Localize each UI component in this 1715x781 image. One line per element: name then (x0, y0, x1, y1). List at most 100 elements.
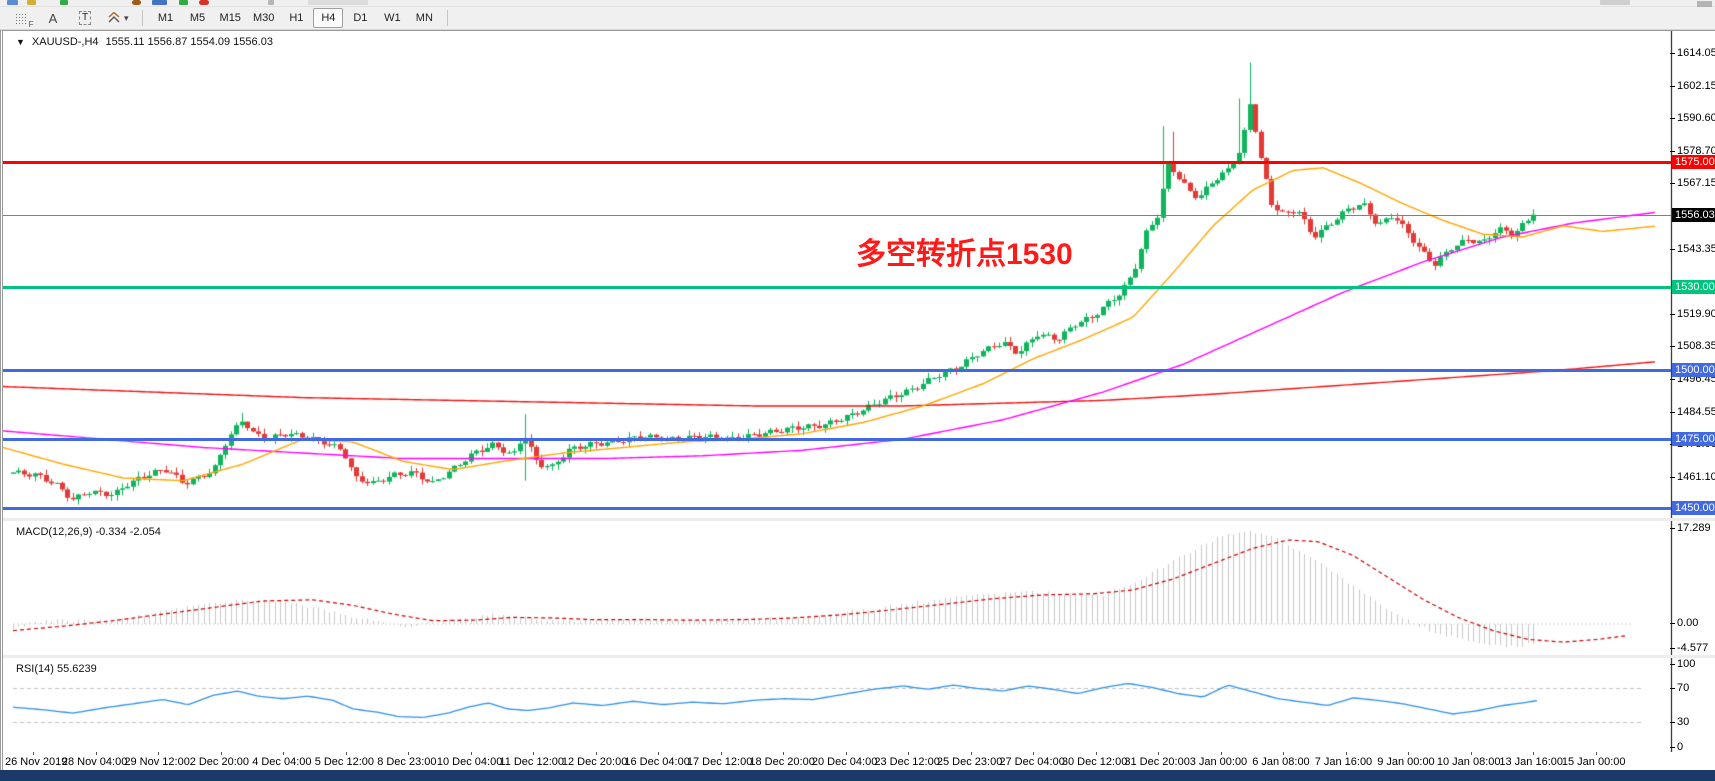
time-axis-tick (658, 752, 659, 755)
toolbar-separator (141, 10, 143, 26)
collapse-triangle-icon[interactable]: ▼ (16, 37, 25, 47)
time-axis-tick (1095, 752, 1097, 755)
time-axis-tick (33, 752, 34, 755)
macd-label: MACD(12,26,9) -0.334 -2.054 (16, 526, 161, 538)
time-axis-tick (595, 752, 597, 755)
chart-annotation-text: 多空转折点1530 (856, 238, 1073, 271)
time-axis-label: 30 Dec 12:00 (1061, 756, 1128, 768)
time-axis-tick (1220, 752, 1222, 755)
price-chart-canvas[interactable] (3, 31, 1715, 518)
time-axis-label: 7 Jan 16:00 (1314, 756, 1373, 768)
time-axis-label: 11 Dec 12:00 (499, 756, 565, 768)
chevron-down-icon: ▾ (124, 12, 129, 23)
price-axis-tick: 1590.60 (1670, 112, 1715, 124)
time-axis-tick (908, 752, 909, 755)
time-axis-tick (158, 752, 159, 755)
toolbar-icon-fragment (132, 0, 141, 5)
time-axis-label: 29 Nov 12:00 (124, 756, 190, 768)
toolbar-icon-fragment (268, 0, 274, 5)
toolbar-icon-fragment (27, 0, 36, 5)
timeframe-h4-button[interactable]: H4 (313, 8, 344, 28)
price-axis-tick: 1578.70 (1670, 145, 1715, 157)
toolbar-icon-fragment (308, 0, 368, 5)
timeframe-m15-button[interactable]: M15 (219, 12, 241, 24)
timeframe-m30-button[interactable]: M30 (252, 12, 275, 24)
time-axis-tick (1533, 752, 1534, 755)
time-axis-label: 10 Jan 08:00 (1436, 756, 1501, 768)
time-axis-label: 15 Jan 00:00 (1561, 756, 1626, 768)
toolbar-separator (447, 10, 449, 26)
time-axis: 26 Nov 2019 28 Nov 04:00 29 Nov 12:00 2 Dec… (3, 752, 1715, 771)
time-axis-label: 18 Dec 20:00 (749, 756, 815, 768)
time-axis-label: 10 Dec 04:00 (436, 756, 503, 768)
current-price-line (3, 214, 1671, 216)
current-price-badge: 1556.03 (1672, 207, 1715, 222)
price-axis-tick: 1461.10 (1670, 471, 1715, 483)
timeframe-d1-button[interactable]: D1 (353, 12, 368, 24)
time-axis-tick (408, 752, 409, 755)
time-axis-tick (95, 752, 97, 755)
time-axis-tick (1408, 752, 1409, 755)
rsi-canvas[interactable] (3, 658, 1715, 752)
macd-axis-tick: 0.00 (1670, 617, 1698, 629)
grid-cursor-icon: F (14, 12, 34, 29)
time-axis-label: 13 Jan 16:00 (1499, 756, 1564, 768)
price-axis-tick: 1602.15 (1670, 80, 1715, 92)
text-box-icon: T (78, 11, 92, 25)
time-axis-label: 20 Dec 04:00 (811, 756, 878, 768)
price-axis-tick: 1519.90 (1670, 308, 1715, 320)
timeframe-m1-button[interactable]: M1 (157, 12, 174, 24)
text-label-button[interactable]: A (38, 8, 68, 28)
time-axis-label: 4 Dec 04:00 (252, 756, 312, 768)
rsi-panel: RSI(14) 55.6239 100 70 30 0 (3, 658, 1715, 753)
objects-arrows-icon (108, 12, 120, 23)
price-axis-tick: 1614.05 (1670, 47, 1715, 59)
timeframe-mn-button[interactable]: MN (415, 12, 433, 24)
horizontal-level-line[interactable] (3, 285, 1671, 289)
text-label-icon: A (48, 10, 58, 26)
chart-symbol-period: XAUUSD-,H4 (31, 36, 99, 48)
price-axis-tick: 1567.15 (1670, 177, 1715, 189)
rsi-axis-tick: 100 (1670, 658, 1695, 670)
time-axis-label: 5 Dec 12:00 (314, 756, 375, 768)
horizontal-level-line[interactable] (3, 161, 1671, 165)
timeframe-h1-button[interactable]: H1 (289, 12, 304, 24)
toolbar-icon-fragment (1600, 0, 1630, 5)
time-axis-label: 9 Jan 00:00 (1377, 756, 1435, 768)
time-axis-label: 8 Dec 23:00 (377, 756, 437, 768)
time-axis-label: 28 Nov 04:00 (61, 756, 128, 768)
time-axis-tick (345, 752, 347, 755)
time-axis-label: 26 Nov 2019 (5, 756, 68, 768)
horizontal-level-line[interactable] (3, 438, 1671, 442)
grid-cursor-button[interactable]: F (6, 8, 36, 29)
time-axis-tick (533, 752, 534, 755)
price-level-badge: 1575.00 (1672, 155, 1715, 170)
time-axis-tick (845, 752, 847, 755)
price-level-badge: 1530.00 (1672, 279, 1715, 294)
rsi-axis-tick: 70 (1670, 682, 1689, 694)
macd-axis-tick: 17.289 (1670, 522, 1711, 534)
rsi-label: RSI(14) 55.6239 (16, 663, 97, 675)
window-controls-fragment (1697, 1, 1712, 7)
timeframe-w1-button[interactable]: W1 (384, 12, 401, 24)
price-chart-panel: ▼ XAUUSD-,H4 1555.11 1556.87 1554.09 155… (3, 31, 1715, 519)
price-axis-tick: 1543.35 (1670, 243, 1715, 255)
timeframe-m5-button[interactable]: M5 (189, 12, 206, 24)
time-axis-tick (720, 752, 722, 755)
objects-button[interactable]: ▾ (102, 8, 134, 28)
toolbar-icon-fragment (179, 0, 188, 5)
text-box-button[interactable]: T (70, 8, 100, 28)
chart-window: ▼ XAUUSD-,H4 1555.11 1556.87 1554.09 155… (0, 30, 1715, 771)
horizontal-level-line[interactable] (3, 507, 1671, 511)
macd-panel: MACD(12,26,9) -0.334 -2.054 17.289 0.00 -4… (3, 521, 1715, 656)
time-axis-label: 2 Dec 20:00 (189, 756, 250, 768)
horizontal-level-line[interactable] (3, 368, 1671, 372)
bottom-status-strip (0, 770, 1715, 781)
time-axis-tick (1470, 752, 1472, 755)
time-axis-tick (1033, 752, 1034, 755)
time-axis-tick (220, 752, 222, 755)
price-level-badge: 1450.00 (1672, 501, 1715, 516)
time-axis-label: 17 Dec 12:00 (686, 756, 753, 768)
macd-canvas[interactable] (3, 521, 1715, 655)
top-toolbar-fragment (0, 0, 1715, 7)
